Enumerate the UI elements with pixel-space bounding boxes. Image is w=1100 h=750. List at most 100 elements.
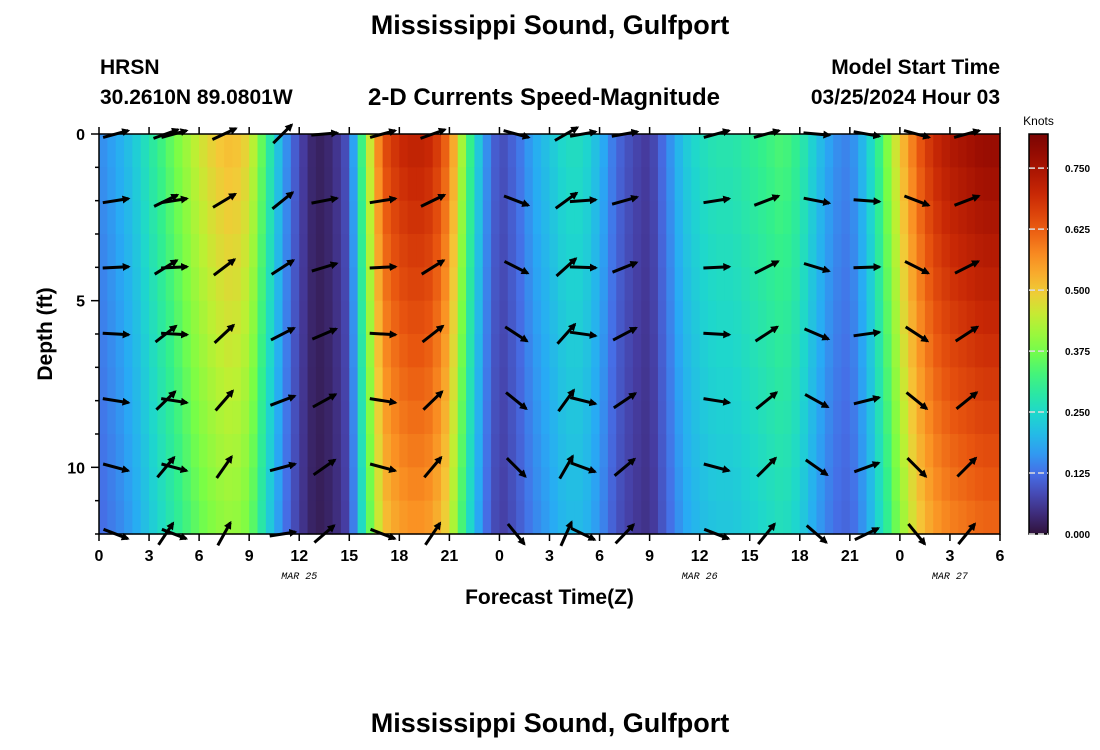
heatmap-cell <box>791 334 801 368</box>
heatmap-cell <box>257 500 267 535</box>
heatmap-cell <box>441 434 450 468</box>
heatmap-cell <box>691 500 701 535</box>
heatmap-cell <box>399 267 409 302</box>
current-vector <box>212 258 237 277</box>
heatmap-cell <box>307 200 317 235</box>
heatmap-cell <box>541 334 551 368</box>
heatmap-cell <box>791 300 801 335</box>
heatmap-cell <box>374 167 384 202</box>
heatmap-cell <box>315 300 325 335</box>
heatmap-cell <box>833 134 843 168</box>
heatmap-cell <box>574 234 584 268</box>
heatmap-cell <box>774 200 784 235</box>
heatmap-cell <box>824 234 834 268</box>
heatmap-cell <box>933 167 943 202</box>
heatmap-cell <box>858 234 868 268</box>
heatmap-cell <box>140 467 150 502</box>
heatmap-cell <box>399 367 409 402</box>
heatmap-cell <box>699 167 709 202</box>
heatmap-cell <box>232 500 242 535</box>
heatmap-cell <box>941 167 951 202</box>
heatmap-cell <box>207 167 217 202</box>
heatmap-cell <box>816 467 826 502</box>
heatmap-cell <box>599 300 609 335</box>
y-tick-label: 0 <box>76 127 85 144</box>
heatmap-cell <box>99 167 108 202</box>
model-start-label: Model Start Time <box>831 56 1000 79</box>
heatmap-cell <box>682 134 692 168</box>
heatmap-cell <box>724 134 734 168</box>
heatmap-cell <box>140 400 150 435</box>
heatmap-cell <box>274 467 284 502</box>
heatmap-cell <box>883 334 893 368</box>
heatmap-cell <box>257 200 267 235</box>
current-vector <box>369 397 398 406</box>
heatmap-cell <box>682 334 692 368</box>
heatmap-cell <box>449 134 459 168</box>
heatmap-cell <box>157 267 167 302</box>
heatmap-cell <box>424 334 434 368</box>
heatmap-cell <box>399 200 409 235</box>
heatmap-cell <box>691 300 701 335</box>
heatmap-cell <box>124 134 133 168</box>
heatmap-cell <box>824 167 834 202</box>
current-vector <box>503 194 531 207</box>
colorbar-scale <box>1028 133 1049 535</box>
heatmap-cell <box>416 134 425 168</box>
heatmap-cell <box>265 400 275 435</box>
heatmap-cell <box>983 500 993 535</box>
heatmap-cell <box>641 467 651 502</box>
heatmap-cell <box>657 400 667 435</box>
heatmap-cell <box>691 267 701 302</box>
x-tick-label: 6 <box>996 548 1005 565</box>
heatmap-cell <box>632 267 642 302</box>
heatmap-cell <box>599 500 609 535</box>
heatmap-cell <box>616 367 626 402</box>
heatmap-cell <box>966 234 976 268</box>
heatmap-cell <box>432 267 442 302</box>
heatmap-cell <box>591 367 601 402</box>
heatmap-cell <box>240 234 250 268</box>
heatmap-cell <box>432 300 442 335</box>
heatmap-cell <box>991 334 1001 368</box>
heatmap-cell <box>833 200 843 235</box>
current-vector <box>160 195 189 205</box>
heatmap-cell <box>215 334 225 368</box>
heatmap-cell <box>849 300 859 335</box>
heatmap-cell <box>240 167 250 202</box>
heatmap-cell <box>949 200 959 235</box>
y-tick-label: 10 <box>67 460 85 477</box>
heatmap-cell <box>908 134 918 168</box>
heatmap-cell <box>549 167 559 202</box>
heatmap-cell <box>632 200 642 235</box>
heatmap-cell <box>115 400 125 435</box>
heatmap-cell <box>733 167 742 202</box>
heatmap-cell <box>124 400 133 435</box>
heatmap-cell <box>582 434 592 468</box>
heatmap-cell <box>958 400 968 435</box>
heatmap-cell <box>733 200 742 235</box>
heatmap-cell <box>449 167 459 202</box>
heatmap-cell <box>265 134 275 168</box>
heatmap-cell <box>132 234 142 268</box>
heatmap-cell <box>749 500 759 535</box>
heatmap-cell <box>799 200 809 235</box>
heatmap-cell <box>808 134 818 168</box>
heatmap-cell <box>674 134 684 168</box>
heatmap-cell <box>507 300 517 335</box>
heatmap-cell <box>332 334 342 368</box>
heatmap-cell <box>616 300 626 335</box>
heatmap-cell <box>874 434 884 468</box>
heatmap-cell <box>249 334 259 368</box>
heatmap-cell <box>107 200 117 235</box>
heatmap-cell <box>532 334 542 368</box>
heatmap-cell <box>149 467 158 502</box>
heatmap-cell <box>432 167 442 202</box>
heatmap-cell <box>357 267 367 302</box>
heatmap-cell <box>616 434 626 468</box>
heatmap-cell <box>883 400 893 435</box>
heatmap-cell <box>733 134 742 168</box>
heatmap-cell <box>783 400 793 435</box>
heatmap-cell <box>274 134 284 168</box>
heatmap-cell <box>399 434 409 468</box>
